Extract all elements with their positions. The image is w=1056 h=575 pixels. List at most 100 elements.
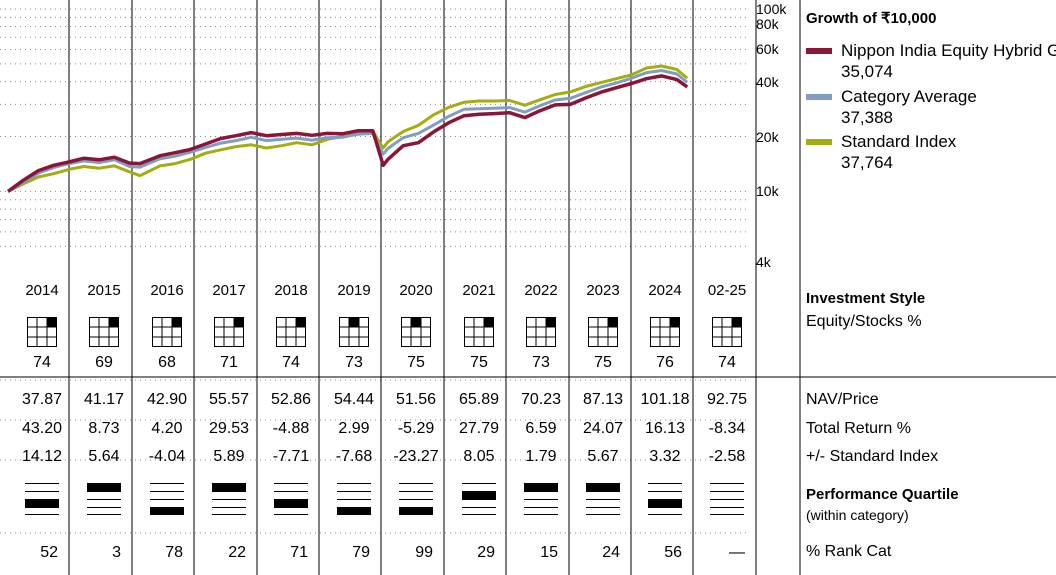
quartile-icon <box>462 483 496 515</box>
equity-pct-value: 73 <box>345 354 363 371</box>
quartile-icon <box>399 483 433 515</box>
quartile-fill <box>337 507 371 515</box>
series-line-1 <box>7 69 689 193</box>
table-cell: 42.90 <box>146 391 188 408</box>
rank-value: 71 <box>290 544 308 561</box>
equity-pct-value: 75 <box>594 354 612 371</box>
style-box-icon <box>213 316 245 348</box>
quartile-icon <box>150 483 184 515</box>
table-cell: 87.13 <box>582 391 624 408</box>
table-cell: 27.79 <box>458 420 500 437</box>
rank-value: 79 <box>352 544 370 561</box>
style-box-fill <box>411 317 421 327</box>
year-label: 2016 <box>150 282 184 299</box>
style-box-icon <box>88 316 120 348</box>
equity-pct-value: 74 <box>33 354 51 371</box>
style-box-icon <box>525 316 557 348</box>
table-cell: 41.17 <box>83 391 125 408</box>
y-tick-label: 4k <box>756 254 771 270</box>
y-tick-label: 20k <box>756 128 779 145</box>
legend-series-value: 37,764 <box>841 153 893 172</box>
equity-pct-value: 71 <box>220 354 238 371</box>
quartile-fill <box>87 483 121 491</box>
table-cell: 54.44 <box>333 391 375 408</box>
year-label: 2020 <box>399 282 433 299</box>
table-cell: 92.75 <box>706 391 748 408</box>
quartile-icon <box>212 483 246 515</box>
table-cell: 5.89 <box>213 448 245 465</box>
style-box-fill <box>670 317 680 327</box>
quartile-fill <box>399 507 433 515</box>
style-box-icon <box>649 316 681 348</box>
legend-swatch <box>806 94 832 100</box>
quartile-fill <box>274 499 308 507</box>
table-cell: -23.27 <box>393 448 439 465</box>
table-cell: 37.87 <box>21 391 63 408</box>
quartile-fill <box>586 483 620 491</box>
style-box-fill <box>732 317 742 327</box>
table-cell: 5.64 <box>88 448 120 465</box>
chart-grid <box>0 8 1056 534</box>
style-box-icon <box>275 316 307 348</box>
table-cell: 14.12 <box>21 448 63 465</box>
year-label: 2019 <box>337 282 371 299</box>
year-label: 2023 <box>586 282 620 299</box>
table-cell: -8.34 <box>708 420 746 437</box>
legend-series-value: 37,388 <box>841 108 893 127</box>
table-cell: 8.73 <box>88 420 120 437</box>
quartile-icon <box>337 483 371 515</box>
quartile-fill <box>648 499 682 507</box>
y-tick-label: 100k <box>756 1 787 17</box>
rank-value: 15 <box>540 544 558 561</box>
quartile-icon <box>710 483 744 515</box>
table-cell: 29.53 <box>208 420 250 437</box>
style-box-icon <box>151 316 183 348</box>
legend-swatch <box>806 48 832 54</box>
style-box-fill <box>608 317 618 327</box>
style-box-icon <box>338 316 370 348</box>
y-tick-label: 80k <box>756 16 779 32</box>
equity-pct-value: 75 <box>407 354 425 371</box>
row-label: Total Return % <box>806 420 911 437</box>
y-tick-label: 10k <box>756 183 779 200</box>
equity-pct-value: 68 <box>158 354 176 371</box>
equity-pct-value: 74 <box>282 354 300 371</box>
row-label: NAV/Price <box>806 391 879 408</box>
year-separators <box>68 0 801 575</box>
table-cell: 5.67 <box>587 448 619 465</box>
year-label: 2017 <box>212 282 246 299</box>
chart-title: Growth of ₹10,000 <box>806 10 937 27</box>
rank-value: 22 <box>228 544 246 561</box>
quartile-icon <box>524 483 558 515</box>
style-box-fill <box>234 317 244 327</box>
quartile-fill <box>524 483 558 491</box>
series-line-0 <box>6 74 689 193</box>
rank-value: 3 <box>112 544 121 561</box>
table-cell: 51.56 <box>395 391 437 408</box>
style-box-fill <box>484 317 494 327</box>
equity-pct-value: 76 <box>656 354 674 371</box>
rank-cat-label: % Rank Cat <box>806 543 892 560</box>
quartile-icon <box>87 483 121 515</box>
quartile-icon <box>648 483 682 515</box>
series-line-2 <box>7 64 689 193</box>
legend-series-value: 35,074 <box>841 62 893 81</box>
quartile-icon <box>586 483 620 515</box>
table-cell: 2.99 <box>338 420 370 437</box>
table-cell: 8.05 <box>463 448 495 465</box>
style-box-fill <box>47 317 57 327</box>
table-cell: 3.32 <box>649 448 681 465</box>
style-box-fill <box>349 317 359 327</box>
quartile-icon <box>25 483 59 515</box>
style-box-fill <box>109 317 119 327</box>
equity-pct-value: 74 <box>718 354 736 371</box>
quartile-fill <box>25 499 59 507</box>
row-label: +/- Standard Index <box>806 448 939 465</box>
year-label: 02-25 <box>707 282 747 299</box>
table-cell: 55.57 <box>208 391 250 408</box>
style-box-icon <box>26 316 58 348</box>
legend-series-name: Standard Index <box>841 132 957 151</box>
table-cell: -7.68 <box>335 448 373 465</box>
quartile-fill <box>212 483 246 491</box>
